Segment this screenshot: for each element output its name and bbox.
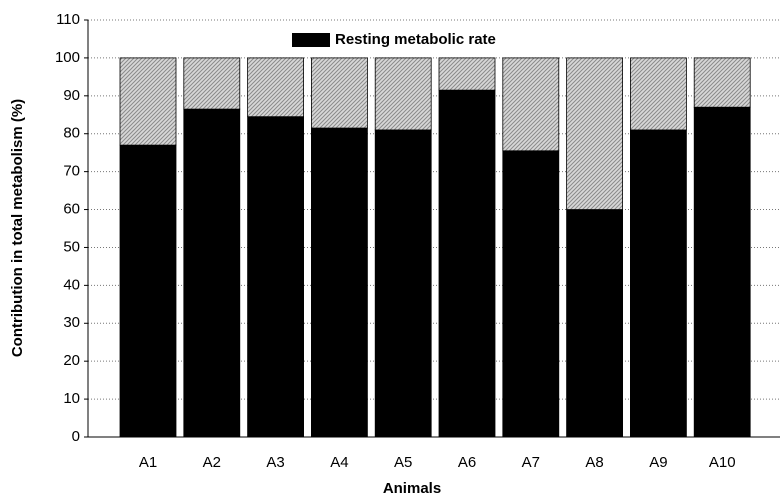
bar-segment xyxy=(374,129,432,438)
x-tick-label: A3 xyxy=(266,454,284,471)
y-tick-label: 60 xyxy=(63,201,80,218)
bar-segment xyxy=(310,57,368,129)
x-tick-label: A10 xyxy=(709,454,736,471)
x-tick-label: A9 xyxy=(649,454,667,471)
bar-segment xyxy=(310,127,368,438)
bar-segment xyxy=(247,116,305,438)
y-tick-label: 110 xyxy=(56,11,80,28)
bar-segment xyxy=(630,57,687,131)
y-tick-label: 80 xyxy=(63,125,80,142)
bar-segment xyxy=(119,57,177,146)
bar-segment xyxy=(183,108,241,438)
x-tick-label: A4 xyxy=(330,454,348,471)
x-axis-title: Animals xyxy=(383,480,441,497)
bar-segment xyxy=(693,106,751,438)
bar-segment xyxy=(502,150,560,438)
bar-segment xyxy=(247,57,305,118)
y-tick-label: 50 xyxy=(63,238,80,255)
y-tick-label: 90 xyxy=(63,87,80,104)
y-tick-label: 0 xyxy=(72,428,80,445)
y-tick-label: 40 xyxy=(63,276,80,293)
bar-segment xyxy=(183,57,241,110)
y-tick-label: 20 xyxy=(63,352,80,369)
legend-swatch xyxy=(292,33,330,47)
bar-segment xyxy=(119,144,177,438)
bar-segment xyxy=(566,57,623,210)
y-axis-title: Contribution in total metabolism (%) xyxy=(9,99,26,357)
bar-segment xyxy=(374,57,432,131)
y-tick-label: 70 xyxy=(63,163,80,180)
bar-segment xyxy=(502,57,560,152)
x-tick-label: A7 xyxy=(522,454,540,471)
y-tick-label: 100 xyxy=(55,49,80,66)
y-tick-label: 10 xyxy=(63,390,80,407)
legend-label: Resting metabolic rate xyxy=(335,31,496,48)
bar-segment xyxy=(630,129,687,438)
x-tick-label: A8 xyxy=(585,454,603,471)
x-tick-label: A2 xyxy=(203,454,221,471)
bar-segment xyxy=(566,209,623,438)
bar-segment xyxy=(693,57,751,108)
x-tick-label: A1 xyxy=(139,454,157,471)
bar-segment xyxy=(438,57,496,91)
x-tick-label: A5 xyxy=(394,454,412,471)
bar-segment xyxy=(438,89,496,438)
y-tick-label: 30 xyxy=(63,314,80,331)
x-tick-label: A6 xyxy=(458,454,476,471)
